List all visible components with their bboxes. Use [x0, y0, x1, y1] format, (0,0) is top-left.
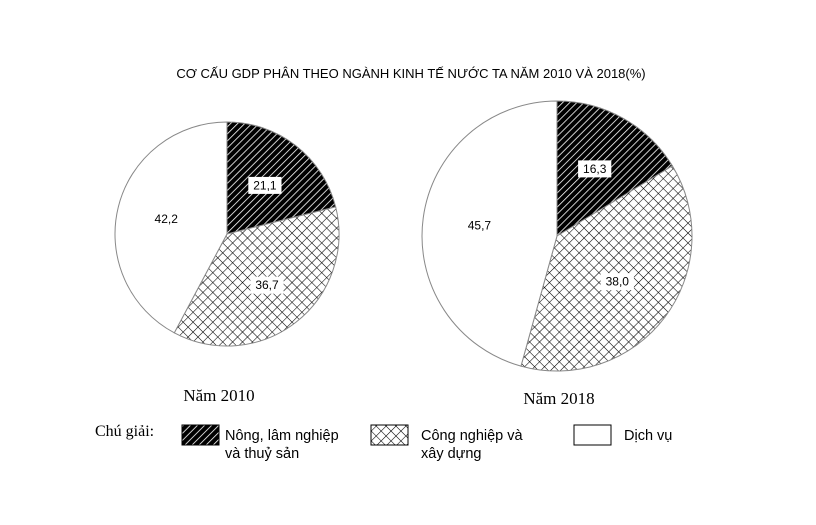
pie-slice: [114, 121, 228, 334]
data-label: 21,1: [253, 178, 277, 192]
legend-swatch: [181, 424, 220, 446]
legend-label: Nông, lâm nghiệp: [225, 428, 339, 444]
data-label-bg: [250, 276, 284, 294]
legend-swatch: [573, 424, 612, 446]
legend-item: Công nghiệp và xây dựng: [370, 424, 524, 462]
data-label-bg: [578, 160, 612, 178]
legend-swatch: [370, 424, 409, 446]
pie-2: 16,3 38,0 45,7 Năm 2018: [421, 100, 693, 408]
legend-item: Dịch vụ: [573, 424, 672, 446]
pie-caption: Năm 2010: [183, 386, 254, 405]
legend: Nông, lâm nghiệp và thuỷ sản Công nghiệp v…: [181, 424, 672, 462]
legend-item: Nông, lâm nghiệp và thuỷ sản: [181, 424, 339, 462]
data-label: 45,7: [468, 219, 492, 233]
data-label-bg: [600, 273, 634, 291]
chart-title: CƠ CẤU GDP PHÂN THEO NGÀNH KINH TẾ NƯỚC …: [176, 66, 645, 81]
legend-label: và thuỷ sản: [225, 446, 299, 462]
legend-label: Công nghiệp và: [421, 428, 524, 444]
legend-label: xây dựng: [421, 446, 482, 462]
pie-caption: Năm 2018: [523, 389, 594, 408]
pie-1: 21,1 36,7 42,2 Năm 2010: [114, 121, 340, 405]
legend-label: Dịch vụ: [624, 428, 672, 444]
pie-slice: [556, 100, 674, 237]
pie-slice: [520, 165, 693, 372]
data-label: 36,7: [255, 278, 279, 292]
data-label: 42,2: [155, 212, 179, 226]
pie-slice: [173, 206, 340, 347]
data-label: 38,0: [606, 275, 630, 289]
data-label: 16,3: [583, 162, 607, 176]
pie-area: 21,1 36,7 42,2 Năm 2010 16,3 38,0 45,7 Năm 2018: [114, 100, 693, 408]
pie-slice: [421, 100, 558, 367]
legend-heading: Chú giải:: [95, 423, 154, 440]
data-label-bg: [248, 176, 282, 194]
